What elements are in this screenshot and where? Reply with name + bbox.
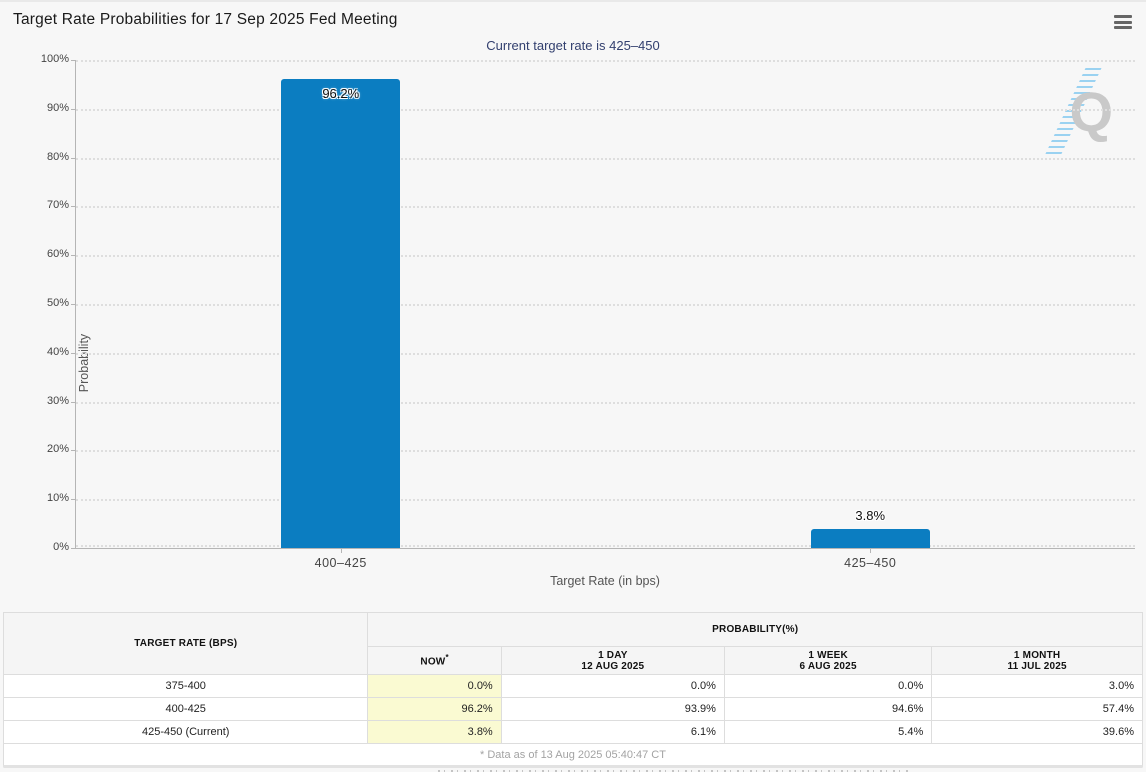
quikstrike-watermark: Q (1044, 68, 1119, 158)
y-axis-tick (71, 450, 76, 452)
y-tick-label: 40% (46, 345, 69, 358)
week-cell: 5.4% (723, 720, 933, 744)
bar[interactable] (810, 529, 930, 548)
gridline (76, 206, 1135, 209)
y-tick-label: 90% (46, 101, 69, 114)
table-row: 425-450 (Current) 3.8% 6.1% 5.4% 39.6% (2, 720, 1143, 744)
now-cell: 3.8% (367, 720, 502, 744)
data-asof-footnote: * Data as of 13 Aug 2025 05:40:47 CT (3, 743, 1143, 766)
y-axis-tick (71, 255, 76, 257)
month-cell: 3.0% (931, 674, 1143, 698)
day-cell: 0.0% (500, 674, 725, 698)
y-tick-label: 0% (53, 541, 69, 553)
fedwatch-chart-panel: Target Rate Probabilities for 17 Sep 202… (0, 2, 1146, 602)
plot-area: Probability Q 0% 10% 20% 30% 40% 50% 60% 70% 80%… (41, 53, 1135, 570)
watermark-slash-icon (1044, 68, 1102, 156)
x-axis-title: Target Rate (in bps) (550, 574, 660, 588)
bar-value-label: 3.8% (855, 508, 886, 524)
watermark-q-letter: Q (1069, 80, 1113, 143)
cutoff-text-strip (438, 770, 908, 772)
chart-subtitle: Current target rate is 425–450 (486, 38, 660, 53)
y-tick-label: 20% (46, 443, 69, 456)
col-header-1week: 1 WEEK 6 AUG 2025 (723, 646, 933, 675)
bar[interactable] (281, 78, 401, 548)
probability-table: TARGET RATE (BPS) PROBABILITY(%) NOW* 1 … (2, 612, 1143, 766)
x-axis-tick (870, 549, 872, 553)
gridline (76, 401, 1135, 404)
table-row: 375-400 0.0% 0.0% 0.0% 3.0% (2, 674, 1143, 698)
x-axis-tick (340, 549, 342, 553)
day-cell: 93.9% (500, 697, 725, 721)
gridline (76, 304, 1135, 306)
col-header-probability-group: PROBABILITY(%) (367, 612, 1143, 647)
week-cell: 0.0% (723, 674, 933, 698)
rate-cell: 400-425 (2, 697, 369, 721)
col-header-1day: 1 DAY 12 AUG 2025 (500, 646, 725, 675)
y-axis-tick (71, 157, 76, 159)
y-tick-label: 10% (46, 492, 69, 505)
col-header-now: NOW* (367, 646, 502, 675)
day-cell: 6.1% (500, 720, 725, 744)
y-tick-label: 30% (46, 394, 69, 407)
gridline (76, 108, 1135, 111)
hamburger-menu-icon[interactable] (1114, 15, 1132, 31)
gridline (76, 255, 1135, 258)
y-axis-tick (71, 548, 76, 549)
month-cell: 39.6% (931, 720, 1143, 744)
gridline (76, 499, 1135, 502)
table-footer-row: * Data as of 13 Aug 2025 05:40:47 CT (3, 743, 1143, 766)
y-tick-label: 50% (46, 297, 69, 309)
y-axis-tick (71, 304, 76, 305)
table-row: 400-425 96.2% 93.9% 94.6% 57.4% (2, 697, 1143, 721)
y-tick-label: 60% (46, 248, 69, 261)
gridline (76, 157, 1135, 160)
y-tick-label: 70% (46, 199, 69, 212)
y-axis-tick (71, 352, 76, 354)
gridline (76, 352, 1135, 355)
col-header-target-rate: TARGET RATE (BPS) (2, 612, 369, 675)
y-axis-tick (71, 108, 76, 110)
month-cell: 57.4% (931, 697, 1143, 721)
y-tick-label: 80% (46, 150, 69, 163)
x-category-label: 400–425 (314, 556, 367, 570)
table-bottom-shadow (3, 765, 1143, 768)
y-tick-label: 100% (40, 53, 69, 65)
now-cell: 96.2% (367, 697, 502, 721)
y-axis-tick (71, 499, 76, 501)
y-axis-tick (71, 401, 76, 403)
y-axis-tick (71, 60, 76, 61)
y-axis-tick (71, 206, 76, 208)
col-header-1month: 1 MONTH 11 JUL 2025 (931, 646, 1143, 675)
y-axis-title: Probability (77, 333, 91, 393)
probability-table-wrap: TARGET RATE (BPS) PROBABILITY(%) NOW* 1 … (2, 612, 1143, 766)
chart-title: Target Rate Probabilities for 17 Sep 202… (13, 11, 398, 28)
gridline (76, 545, 1135, 547)
rate-cell: 425-450 (Current) (2, 720, 369, 744)
gridline (76, 60, 1135, 62)
now-cell: 0.0% (367, 674, 502, 698)
gridline (76, 450, 1135, 453)
x-category-label: 425–450 (844, 556, 897, 570)
rate-cell: 375-400 (2, 674, 369, 698)
bar-value-label: 96.2% (322, 85, 360, 101)
week-cell: 94.6% (723, 697, 933, 721)
